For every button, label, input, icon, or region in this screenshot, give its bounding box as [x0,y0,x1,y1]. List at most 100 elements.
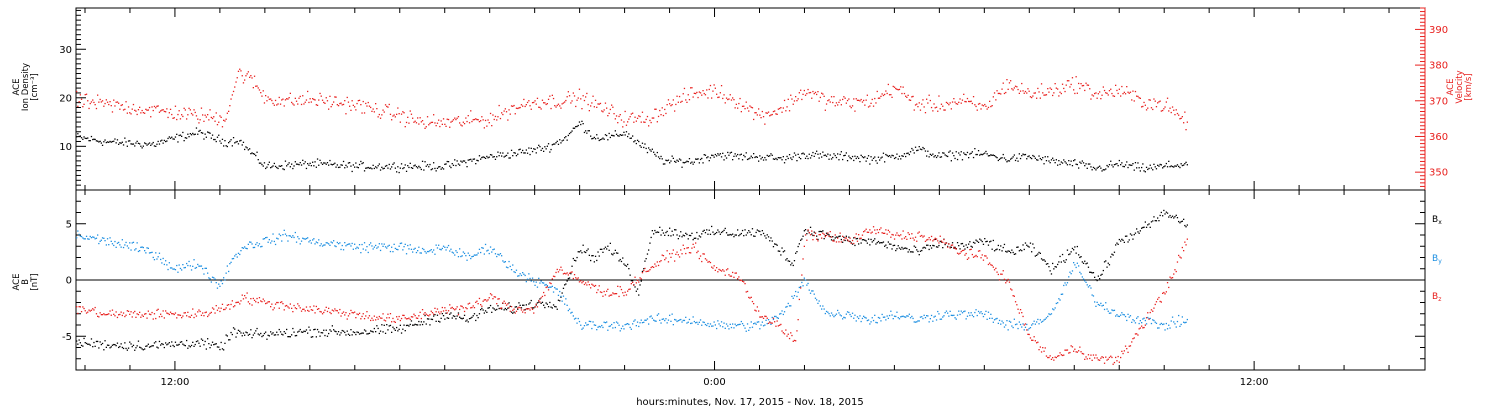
bx-series-point [274,334,277,336]
bx-series-point [1095,279,1097,281]
bx-series-point [440,317,442,319]
density-series-point [636,139,639,141]
bx-series-point [376,325,378,327]
bx-series-point [879,242,881,244]
density-series-point [943,152,945,154]
velocity-series-point [1016,86,1018,88]
bz-series-point [152,318,154,320]
bx-series-point [604,246,607,248]
by-series-point [190,269,193,271]
density-series-point [210,137,212,139]
bz-series-point [930,235,933,238]
bx-series-point [1039,252,1041,254]
velocity-series-point [403,112,405,114]
by-series-point [1155,322,1158,324]
density-series-point [1184,163,1186,165]
bz-series-point [1010,288,1012,290]
velocity-series-point [214,120,216,122]
velocity-series-point [774,110,776,112]
density-series-point [376,167,378,169]
velocity-series-point [1038,91,1040,93]
velocity-series-point [337,105,340,107]
density-series-point [611,134,613,136]
bz-series-point [583,283,586,286]
velocity-series-point [449,126,451,128]
bx-series-point [1089,271,1091,273]
density-series-point [839,153,841,156]
by-series-point [1133,320,1135,322]
bx-series-point [1002,246,1004,249]
density-series-point [341,164,343,166]
bz-series-point [724,274,726,276]
bz-series-point [456,306,458,308]
density-series-point [1137,162,1139,164]
bx-series-point [165,342,167,344]
bz-series-point [557,271,560,273]
density-series-point [330,163,332,165]
by-series-point [477,252,479,254]
bx-series-point [869,244,871,246]
velocity-series-point [972,96,975,98]
density-series-point [357,167,359,169]
velocity-series-point [808,92,810,94]
bz-series-point [620,288,623,291]
bz-series-point [1170,277,1172,279]
velocity-series-point [900,86,902,88]
velocity-series-point [717,96,719,99]
bx-series-point [625,265,628,267]
velocity-series-point [1128,92,1130,94]
by-series-point [119,244,121,246]
bz-series-point [1021,312,1023,314]
density-series-point [617,135,619,137]
bz-series-point [661,254,663,256]
by-series-point [685,316,687,318]
velocity-series-point [975,105,977,108]
density-series-point [681,166,683,168]
bz-series-point [627,290,629,292]
bx-series-point [1180,221,1182,223]
by-series-point [1021,326,1023,328]
by-series-point [834,314,836,317]
velocity-series-point [930,106,933,109]
velocity-series-point [366,105,368,107]
density-series-point [226,145,228,148]
density-series-point [914,146,917,148]
bx-series-point [223,349,225,351]
by-series-point [1126,319,1128,322]
velocity-series-point [882,94,885,97]
by-series-point [690,322,692,325]
bx-series-point [505,309,508,311]
bz-series-point [371,317,373,319]
bz-series-point [209,312,211,314]
bz-series-point [465,307,467,309]
velocity-series-point [442,118,445,120]
bx-series-point [882,241,885,243]
by-series-point [93,236,95,238]
by-series-point [1089,285,1091,287]
by-series-point [990,313,992,315]
by-series-point [207,272,209,274]
bz-series-point [1185,244,1187,246]
velocity-series-point [607,115,609,117]
by-series-point [126,245,128,247]
by-series-point [182,264,184,266]
velocity-series-point [220,116,222,118]
velocity-series-point [487,119,489,121]
density-series-point [97,140,99,142]
bx-series-point [818,230,820,233]
by-series-point [1102,304,1104,306]
bx-series-point [345,334,347,336]
bz-series-point [880,227,882,229]
density-series-point [1117,165,1119,167]
by-series-point [745,330,747,332]
velocity-series-point [388,103,390,106]
density-series-point [140,145,142,147]
velocity-series-point [1174,114,1176,116]
bz-series-point [701,260,703,263]
by-series-point [198,265,200,267]
bz-series-point [125,314,127,316]
bx-series-point [388,325,390,327]
bz-series-point [187,311,189,313]
density-axis-title-line: ACE [12,79,22,96]
density-series-point [1124,164,1127,166]
